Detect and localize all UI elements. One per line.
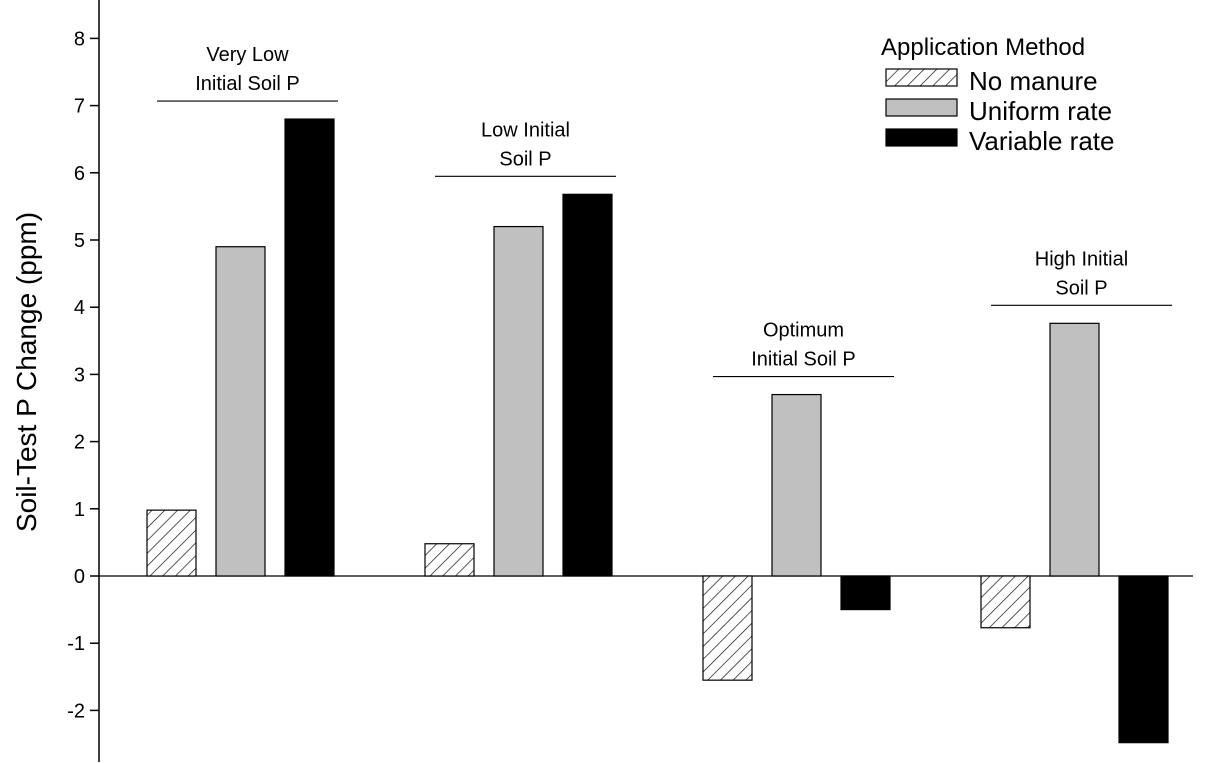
y-tick-label: 4 — [74, 297, 85, 319]
y-tick-label: 0 — [74, 566, 85, 588]
bar-no-manure — [146, 509, 197, 577]
legend-title: Application Method — [881, 34, 1085, 61]
legend-swatch-no-manure — [885, 68, 958, 87]
y-tick-label: 2 — [74, 432, 85, 454]
bar-no-manure — [424, 543, 475, 577]
y-tick-label: -1 — [67, 633, 85, 655]
legend-swatch-uniform-rate — [885, 98, 958, 117]
group-label: Soil P — [499, 148, 551, 170]
y-tick-label: 7 — [74, 96, 85, 118]
legend-label: Variable rate — [969, 126, 1115, 156]
y-axis: -2 -1 0 1 2 3 4 5 6 7 8 — [67, 0, 100, 762]
y-tick-label: 3 — [74, 364, 85, 386]
y-tick-label: 5 — [74, 230, 85, 252]
y-tick-label: 6 — [74, 163, 85, 185]
bar-no-manure — [702, 575, 753, 681]
bar-uniform-rate — [1049, 322, 1100, 577]
group-label: Initial Soil P — [751, 349, 856, 371]
legend-label: No manure — [969, 66, 1098, 96]
group-label: High Initial — [1035, 248, 1128, 270]
bar-uniform-rate — [771, 393, 822, 577]
legend-swatch-variable-rate — [885, 128, 958, 147]
bars — [146, 118, 1169, 744]
group-label: Initial Soil P — [195, 73, 300, 95]
bar-variable-rate — [284, 118, 335, 577]
group-label: Optimum — [763, 320, 844, 342]
bar-variable-rate — [562, 193, 613, 577]
group-label: Low Initial — [481, 119, 570, 141]
group-label: Very Low — [206, 44, 289, 66]
y-tick-label: 1 — [74, 499, 85, 521]
legend-label: Uniform rate — [969, 96, 1112, 126]
bar-no-manure — [980, 575, 1031, 629]
group-label: Soil P — [1055, 277, 1107, 299]
group-labels: Very Low Initial Soil P Low Initial Soil P O… — [157, 44, 1172, 378]
y-tick-label: 8 — [74, 28, 85, 50]
bar-uniform-rate — [493, 225, 544, 577]
y-axis-label: Soil-Test P Change (ppm) — [11, 212, 42, 532]
bar-uniform-rate — [215, 246, 266, 577]
bar-variable-rate — [1118, 575, 1169, 744]
bar-variable-rate — [840, 575, 891, 611]
y-tick-label: -2 — [67, 700, 85, 722]
